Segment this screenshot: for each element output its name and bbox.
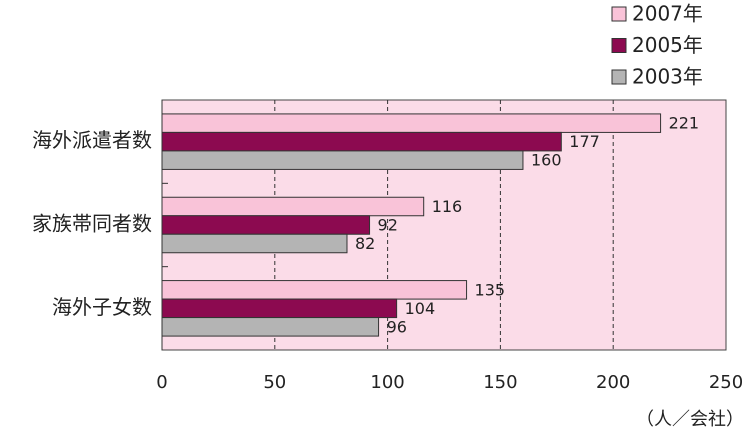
value-label: 221: [669, 114, 700, 133]
x-tick-label: 200: [596, 372, 630, 393]
legend-swatch: [611, 38, 627, 53]
bar: [161, 298, 398, 319]
value-label: 96: [387, 317, 407, 336]
x-tick-label: 50: [263, 372, 286, 393]
value-label: 104: [405, 299, 436, 318]
y-tick-label: 海外派遣者数: [32, 128, 152, 152]
value-label: 177: [569, 132, 600, 151]
x-tick-label: 100: [370, 372, 404, 393]
bar: [161, 215, 371, 235]
legend-swatch: [611, 6, 627, 22]
x-tick-label: 250: [709, 372, 743, 393]
y-tick-label: 海外子女数: [52, 295, 152, 319]
x-tick-label: 150: [483, 372, 517, 393]
legend-label: 2005年: [632, 33, 703, 57]
bar: [161, 150, 524, 170]
y-tick-label: 家族帯同者数: [32, 212, 152, 236]
value-label: 135: [475, 280, 506, 299]
x-tick-label: 0: [156, 372, 167, 393]
bar: [161, 317, 380, 337]
bar: [161, 196, 425, 217]
legend-swatch: [611, 69, 627, 85]
bar: [161, 113, 662, 133]
bar: [161, 233, 348, 254]
bar: [161, 280, 468, 300]
value-label: 82: [355, 234, 375, 253]
x-axis-label: （人／会社）: [636, 409, 744, 430]
legend-label: 2007年: [632, 2, 703, 26]
value-label: 92: [378, 216, 398, 235]
value-label: 116: [432, 197, 463, 216]
legend-label: 2003年: [632, 65, 703, 89]
bar: [161, 131, 562, 152]
value-label: 160: [531, 151, 562, 170]
